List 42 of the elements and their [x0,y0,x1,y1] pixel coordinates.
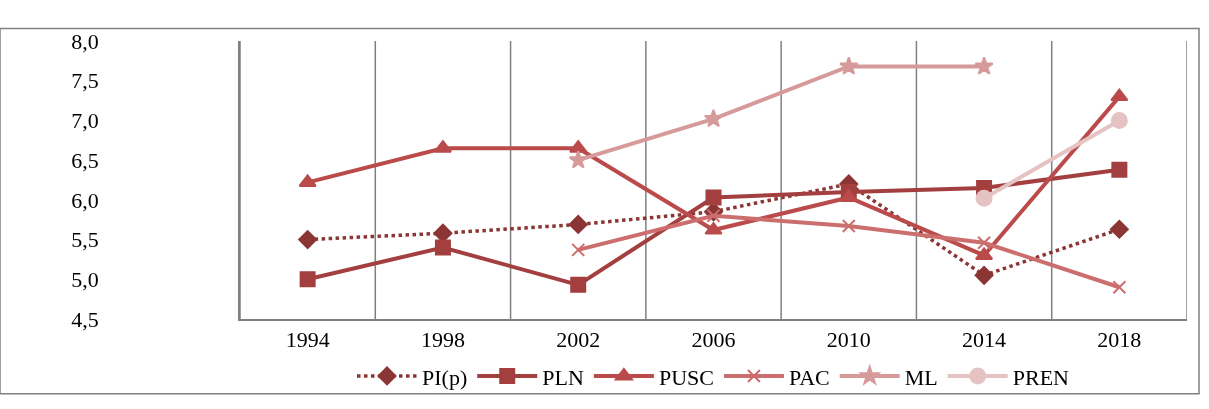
point [1110,111,1128,129]
x-tick-label: 1998 [420,327,465,353]
point [571,242,586,257]
y-tick-label: 4,5 [71,306,99,332]
point [974,56,994,75]
x-tick-label: 2014 [962,327,1007,353]
point [1111,161,1128,178]
x-tick-label: 1994 [285,327,330,353]
point [298,230,318,250]
point [977,235,992,250]
y-tick-label: 7,5 [71,68,99,94]
point [703,108,724,128]
x-tick-label: 2018 [1097,327,1142,353]
point [841,219,856,234]
y-tick-label: 8,0 [71,28,99,54]
point [974,265,994,285]
point [839,56,859,75]
y-tick-label: 6,5 [71,147,99,173]
point [1112,280,1127,295]
point [570,276,587,293]
point [1110,88,1129,102]
y-tick-label: 5,0 [71,266,99,292]
x-tick-label: 2010 [826,327,871,353]
legend-label: PUSC [658,364,714,390]
legend-label: PLN [542,364,584,390]
point [433,223,453,243]
point [434,239,451,256]
y-tick-label: 7,0 [71,108,99,134]
legend-label: PAC [788,364,830,390]
x-tick-label: 2002 [556,327,601,353]
point [568,150,588,169]
point [705,189,722,206]
point [975,189,993,207]
legend-label: PREN [1012,364,1070,390]
x-tick-label: 2006 [691,327,736,353]
y-tick-label: 6,0 [71,187,99,213]
point [568,215,588,234]
point [1109,219,1129,239]
legend-label: PI(p) [422,364,468,390]
y-tick-label: 5,5 [71,227,99,253]
point [299,271,316,288]
legend-label: ML [904,364,938,390]
